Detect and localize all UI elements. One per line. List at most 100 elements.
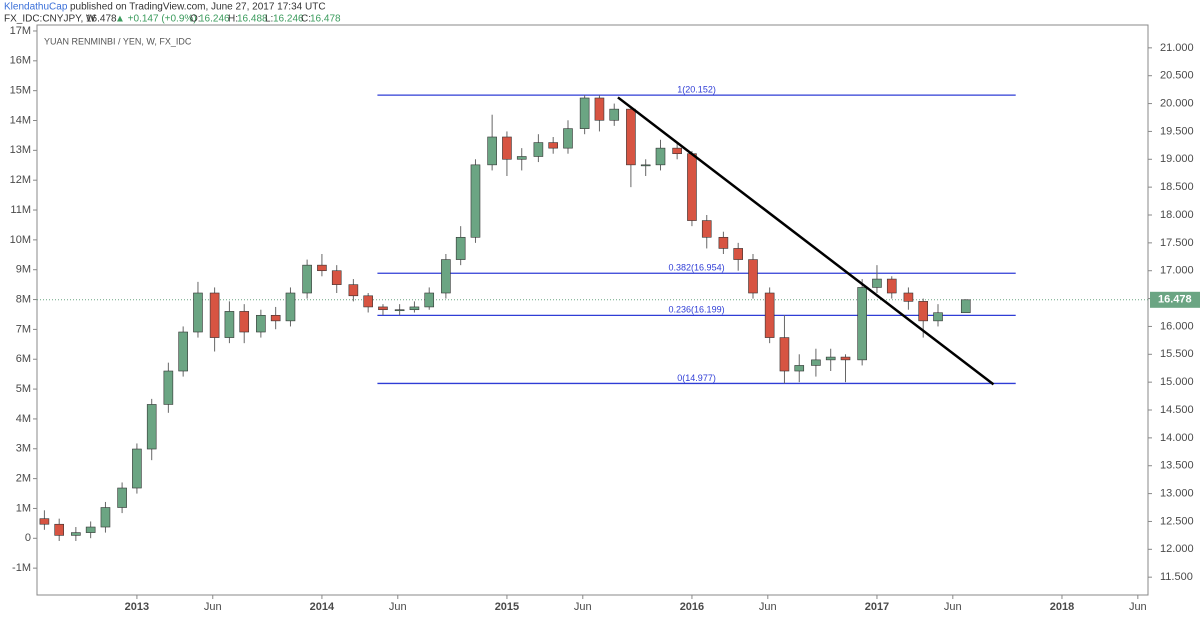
- y-tick-label: 17.500: [1160, 237, 1194, 249]
- published: published on TradingView.com, June 27, 2…: [70, 2, 326, 13]
- candle-body: [701, 220, 712, 238]
- low-label: L:: [265, 14, 273, 25]
- candle-body: [548, 142, 558, 149]
- candle-body: [903, 292, 914, 302]
- y-tick-label: 13.500: [1160, 460, 1194, 472]
- candle-body: [655, 147, 666, 166]
- chart-title: YUAN RENMINBI / YEN, W, FX_IDC: [44, 36, 192, 46]
- candle-body: [224, 311, 235, 338]
- last-value: 16.478: [86, 14, 117, 25]
- y2-tick-label: -1M: [12, 562, 31, 574]
- y-tick-label: 18.500: [1160, 181, 1194, 193]
- y2-tick-label: 11M: [10, 204, 31, 216]
- candle-body: [71, 532, 81, 536]
- candle-body: [441, 259, 451, 294]
- y2-tick-label: 2M: [16, 473, 31, 485]
- y-tick-label: 17.000: [1160, 265, 1194, 277]
- candle-body: [100, 507, 111, 528]
- candle-body: [918, 301, 929, 322]
- candle-body: [331, 270, 342, 285]
- x-tick-label: 2016: [680, 601, 704, 613]
- x-tick-label: Jun: [1129, 601, 1147, 613]
- y-tick-label: 11.500: [1160, 571, 1193, 583]
- y2-tick-label: 4M: [16, 413, 31, 425]
- candle-body: [470, 164, 481, 238]
- y-tick-label: 12.000: [1160, 543, 1194, 555]
- y-tick-label: 15.000: [1160, 376, 1194, 388]
- candle-body: [394, 309, 405, 312]
- y-tick-label: 19.500: [1160, 125, 1194, 137]
- high-value: 16.488: [237, 14, 268, 25]
- candle-body: [563, 128, 573, 149]
- x-tick-label: 2018: [1050, 601, 1074, 613]
- candle-body: [132, 448, 142, 489]
- y-tick-label: 13.000: [1160, 487, 1194, 499]
- candle-body: [687, 153, 697, 221]
- candle-body: [424, 292, 435, 308]
- candle-body: [794, 365, 805, 372]
- candle-body: [872, 278, 882, 288]
- candle-body: [672, 147, 682, 155]
- y2-tick-label: 7M: [16, 323, 31, 335]
- x-tick-label: 2013: [125, 601, 149, 613]
- candle-body: [270, 314, 281, 322]
- x-tick-label: Jun: [389, 601, 407, 613]
- y-tick-label: 19.000: [1160, 153, 1194, 165]
- x-tick-label: Jun: [204, 601, 222, 613]
- candle-body: [748, 259, 758, 294]
- x-tick-label: Jun: [759, 601, 777, 613]
- y2-tick-label: 14M: [10, 114, 31, 126]
- y-tick-label: 14.500: [1160, 404, 1194, 416]
- author: KlendathuCap: [4, 2, 68, 13]
- candle-body: [363, 295, 373, 308]
- x-tick-label: Jun: [944, 601, 962, 613]
- candle-body: [579, 97, 590, 129]
- candle-body: [163, 370, 174, 405]
- candle-body: [409, 306, 420, 311]
- y2-tick-label: 6M: [16, 353, 31, 365]
- candle-body: [256, 314, 266, 333]
- candle-body: [146, 404, 157, 450]
- y2-tick-label: 3M: [16, 443, 31, 455]
- close-value: 16.478: [310, 14, 341, 25]
- candle-body: [626, 108, 636, 166]
- close-label: C:: [301, 14, 311, 25]
- y2-tick-label: 10M: [10, 234, 31, 246]
- candle-body: [533, 142, 544, 157]
- y-tick-label: 14.000: [1160, 432, 1194, 444]
- candle-body: [487, 136, 497, 166]
- candle-body: [779, 337, 790, 372]
- y-tick-label: 21.000: [1160, 42, 1194, 54]
- candle-body: [764, 292, 775, 338]
- trend-line: [617, 96, 995, 386]
- candle-body: [85, 526, 96, 533]
- candle-body: [609, 108, 620, 121]
- candle-body: [516, 156, 527, 160]
- candle-body: [317, 264, 327, 272]
- y2-tick-label: 17M: [10, 25, 31, 37]
- last-price-label: 16.478: [1158, 294, 1192, 306]
- candle-body: [348, 284, 359, 297]
- y2-tick-label: 15M: [10, 85, 31, 97]
- open-value: 16.246: [199, 14, 230, 25]
- fib-label: 1(20.152): [677, 84, 716, 94]
- low-value: 16.246: [273, 14, 304, 25]
- candle-body: [302, 264, 312, 294]
- y-tick-label: 20.000: [1160, 97, 1194, 109]
- y-tick-label: 16.000: [1160, 320, 1194, 332]
- candle-body: [933, 312, 943, 322]
- candle-body: [285, 292, 296, 322]
- candle-body: [811, 359, 821, 366]
- y-tick-label: 18.000: [1160, 209, 1194, 221]
- candle-body: [733, 248, 743, 260]
- candle-body: [178, 331, 188, 372]
- last-price-box: [1150, 291, 1200, 308]
- y2-tick-label: 8M: [16, 293, 31, 305]
- y-tick-label: 12.500: [1160, 515, 1194, 527]
- y2-tick-label: 0: [25, 532, 31, 544]
- candle-body: [594, 97, 605, 121]
- candle-body: [193, 292, 203, 333]
- candle-body: [840, 356, 851, 361]
